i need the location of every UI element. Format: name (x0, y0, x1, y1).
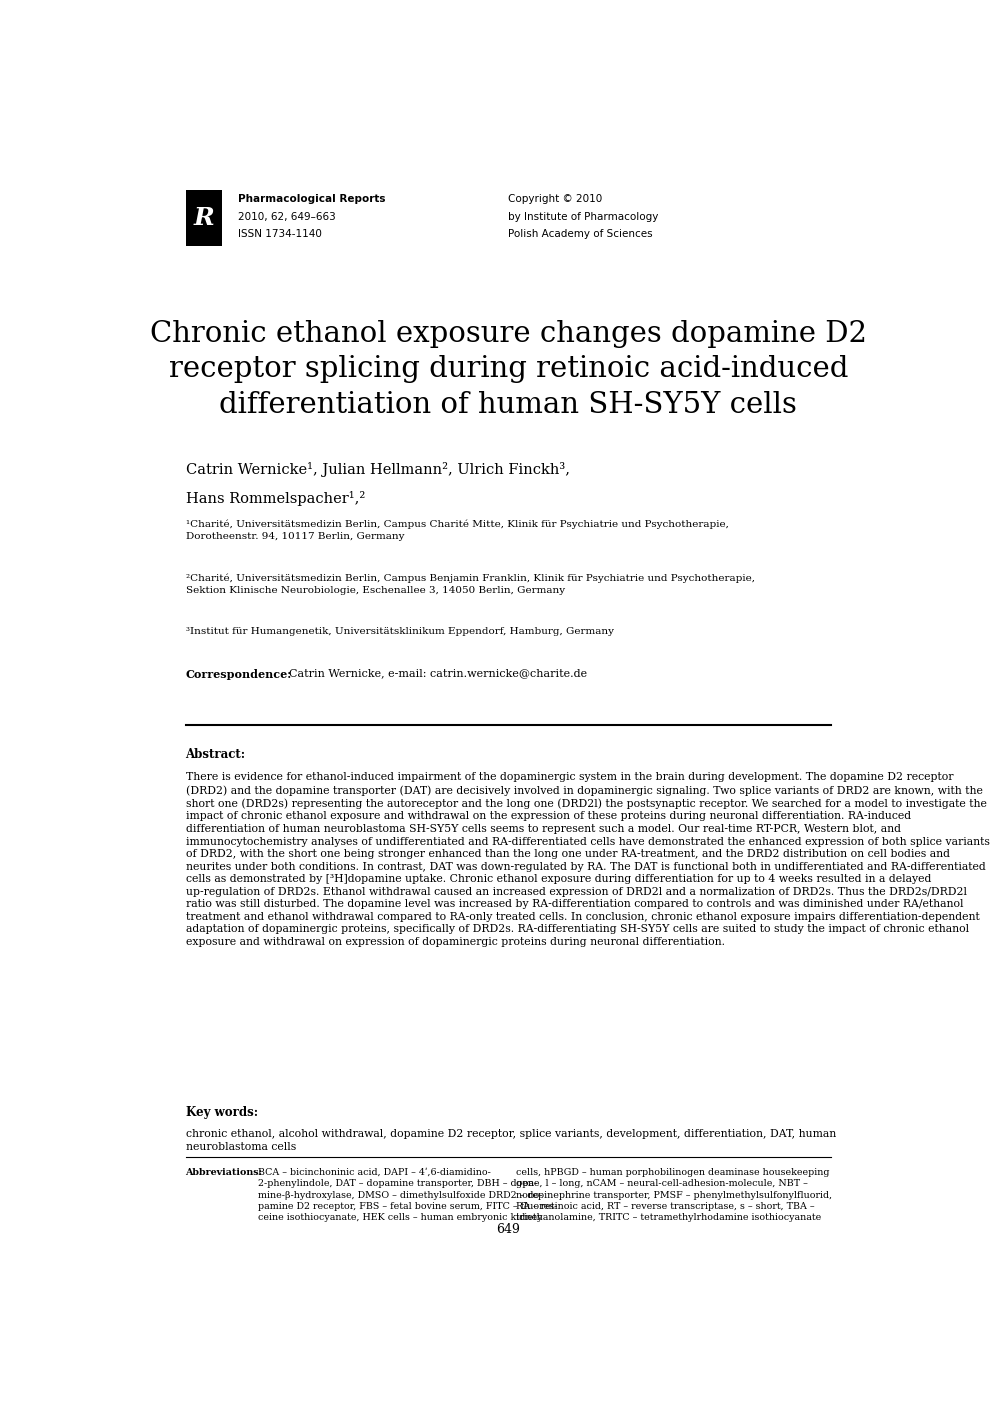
Text: Abstract:: Abstract: (186, 748, 246, 762)
Text: Catrin Wernicke, e-mail: catrin.wernicke@charite.de: Catrin Wernicke, e-mail: catrin.wernicke… (282, 669, 586, 679)
Text: cells, hPBGD – human porphobilinogen deaminase housekeeping
gene, l – long, nCAM: cells, hPBGD – human porphobilinogen dea… (516, 1167, 832, 1222)
Text: 649: 649 (496, 1222, 521, 1236)
Text: Catrin Wernicke¹, Julian Hellmann², Ulrich Finckh³,: Catrin Wernicke¹, Julian Hellmann², Ulri… (186, 462, 569, 477)
Text: Polish Academy of Sciences: Polish Academy of Sciences (509, 229, 653, 239)
Text: R: R (193, 206, 214, 230)
Text: by Institute of Pharmacology: by Institute of Pharmacology (509, 212, 659, 222)
Text: Abbreviations:: Abbreviations: (186, 1167, 263, 1177)
Text: Key words:: Key words: (186, 1106, 258, 1120)
Text: There is evidence for ethanol-induced impairment of the dopaminergic system in t: There is evidence for ethanol-induced im… (186, 772, 989, 947)
FancyBboxPatch shape (186, 189, 222, 246)
Text: Pharmacological Reports: Pharmacological Reports (238, 194, 385, 205)
Text: ¹Charité, Universitätsmedizin Berlin, Campus Charité Mitte, Klinik für Psychiatr: ¹Charité, Universitätsmedizin Berlin, Ca… (186, 519, 728, 540)
Text: BCA – bicinchoninic acid, DAPI – 4ʹ,6-diamidino-
2-phenylindole, DAT – dopamine : BCA – bicinchoninic acid, DAPI – 4ʹ,6-di… (258, 1167, 558, 1222)
Text: 2010, 62, 649–663: 2010, 62, 649–663 (238, 212, 335, 222)
Text: chronic ethanol, alcohol withdrawal, dopamine D2 receptor, splice variants, deve: chronic ethanol, alcohol withdrawal, dop… (186, 1129, 835, 1152)
Text: Correspondence:: Correspondence: (186, 669, 292, 679)
Text: Copyright © 2010: Copyright © 2010 (509, 194, 603, 205)
Text: ³Institut für Humangenetik, Universitätsklinikum Eppendorf, Hamburg, Germany: ³Institut für Humangenetik, Universitäts… (186, 627, 613, 637)
Text: Hans Rommelspacher¹,²: Hans Rommelspacher¹,² (186, 491, 365, 506)
Text: ISSN 1734-1140: ISSN 1734-1140 (238, 229, 321, 239)
Text: ²Charité, Universitätsmedizin Berlin, Campus Benjamin Franklin, Klinik für Psych: ²Charité, Universitätsmedizin Berlin, Ca… (186, 574, 755, 595)
Text: Chronic ethanol exposure changes dopamine D2
receptor splicing during retinoic a: Chronic ethanol exposure changes dopamin… (150, 320, 867, 419)
